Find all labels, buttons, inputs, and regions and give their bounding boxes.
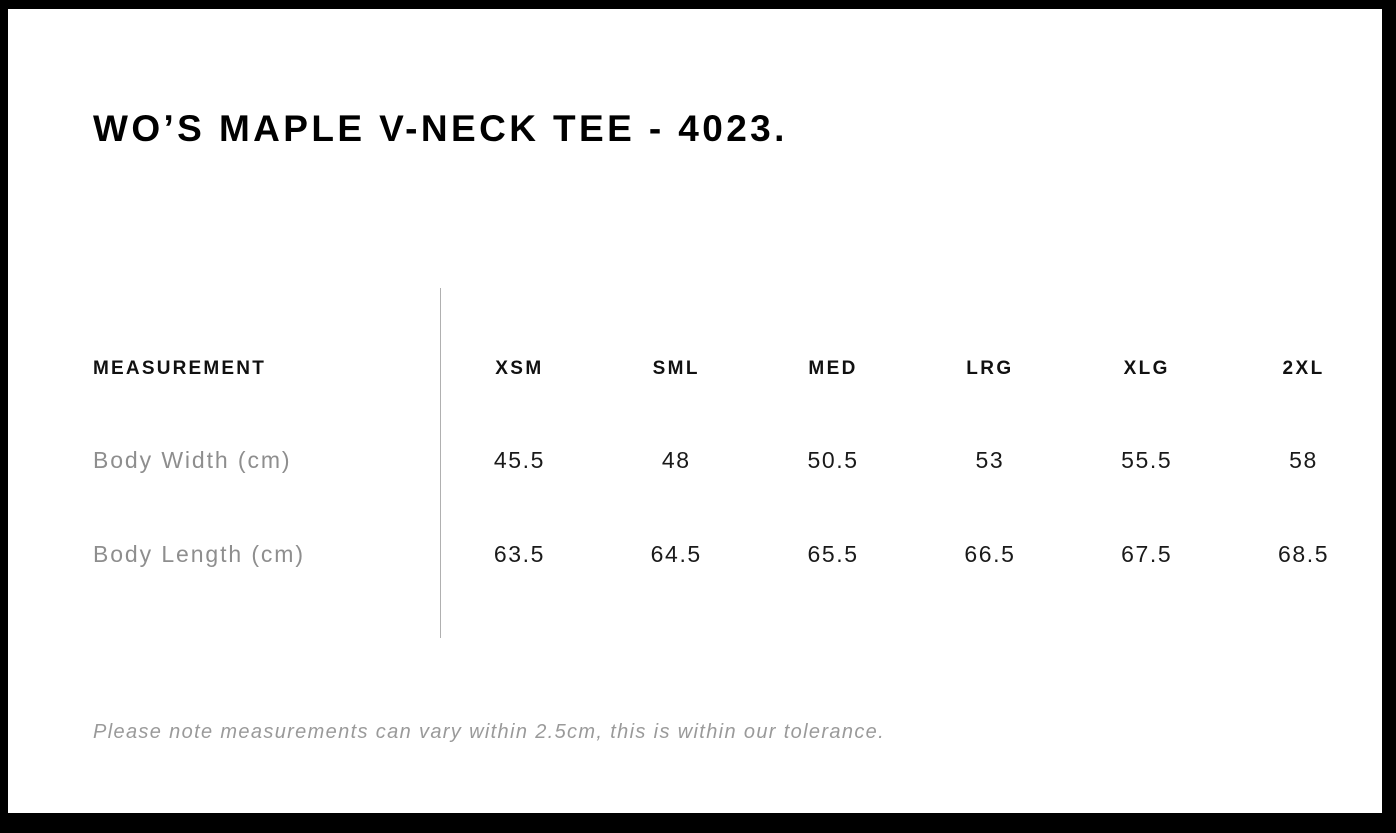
body-length-values: 63.5 64.5 65.5 66.5 67.5 68.5 bbox=[441, 534, 1382, 574]
size-header-cells: XSM SML MED LRG XLG 2XL bbox=[441, 349, 1382, 389]
size-chart-table: MEASUREMENT XSM SML MED LRG XLG 2XL Body… bbox=[8, 288, 1382, 638]
size-header-sml: SML bbox=[652, 358, 700, 379]
size-header-xsm: XSM bbox=[495, 358, 544, 379]
body-length-sml: 64.5 bbox=[650, 540, 702, 567]
size-header-2xl: 2XL bbox=[1282, 358, 1325, 379]
body-width-xsm: 45.5 bbox=[493, 446, 545, 473]
body-length-xlg: 67.5 bbox=[1121, 540, 1173, 567]
body-width-lrg: 53 bbox=[975, 446, 1005, 473]
body-width-xlg: 55.5 bbox=[1121, 446, 1173, 473]
column-divider bbox=[440, 288, 441, 638]
measurement-header: MEASUREMENT bbox=[93, 358, 267, 379]
row-label-body-width: Body Width (cm) bbox=[93, 446, 292, 473]
size-header-med: MED bbox=[808, 358, 858, 379]
body-length-med: 65.5 bbox=[807, 540, 859, 567]
table-row: Body Width (cm) 45.5 48 50.5 53 55.5 58 bbox=[8, 440, 1382, 480]
table-row: Body Length (cm) 63.5 64.5 65.5 66.5 67.… bbox=[8, 534, 1382, 574]
page-title: WO’S MAPLE V-NECK TEE - 4023. bbox=[93, 108, 788, 149]
body-width-med: 50.5 bbox=[807, 446, 859, 473]
body-width-2xl: 58 bbox=[1289, 446, 1318, 473]
body-width-values: 45.5 48 50.5 53 55.5 58 bbox=[441, 440, 1382, 480]
size-header-lrg: LRG bbox=[966, 358, 1014, 379]
size-header-xlg: XLG bbox=[1123, 358, 1170, 379]
body-length-xsm: 63.5 bbox=[493, 540, 545, 567]
tolerance-note: Please note measurements can vary within… bbox=[93, 721, 886, 743]
body-length-2xl: 68.5 bbox=[1277, 540, 1330, 567]
body-width-sml: 48 bbox=[661, 446, 691, 473]
table-header-row: MEASUREMENT XSM SML MED LRG XLG 2XL bbox=[8, 349, 1382, 389]
row-label-body-length: Body Length (cm) bbox=[93, 540, 305, 567]
body-length-lrg: 66.5 bbox=[964, 540, 1016, 567]
size-chart-sheet: WO’S MAPLE V-NECK TEE - 4023. MEASUREMEN… bbox=[8, 9, 1382, 813]
